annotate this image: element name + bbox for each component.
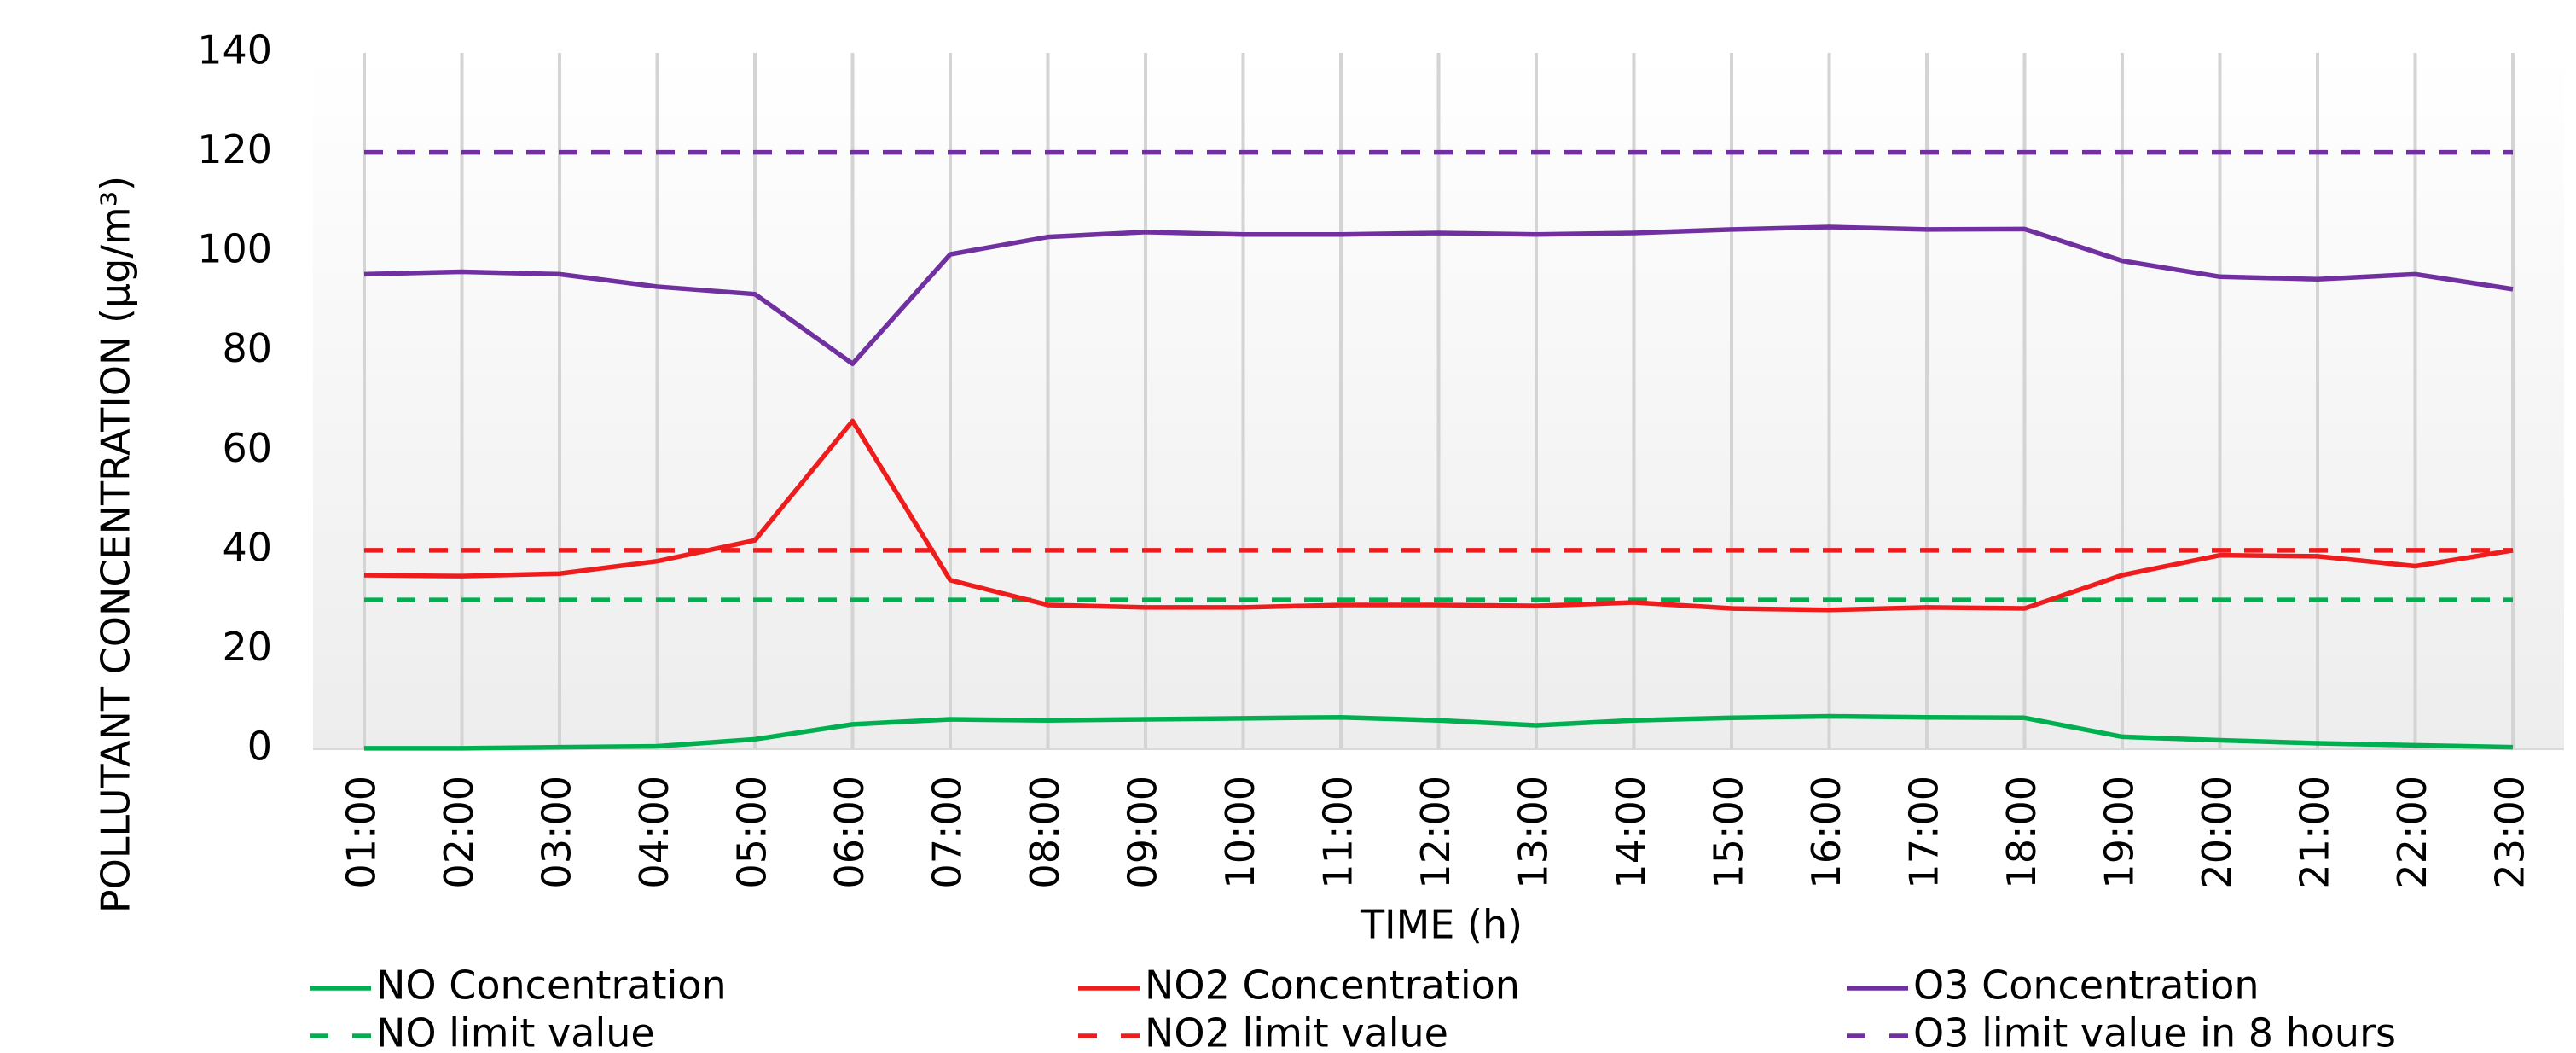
x-tick-label: 05:00: [729, 776, 775, 889]
x-tick-label: 02:00: [436, 776, 482, 889]
x-tick-label: 18:00: [1999, 776, 2045, 889]
x-tick-label: 17:00: [1901, 776, 1947, 889]
x-tick-label: 14:00: [1608, 776, 1654, 889]
x-tick-label: 06:00: [827, 776, 873, 889]
legend-label: O3 limit value in 8 hours: [1913, 1010, 2396, 1053]
legend-label: O3 Concentration: [1913, 963, 2260, 1009]
x-axis-title: TIME (h): [1360, 902, 1523, 948]
x-tick-label: 22:00: [2389, 776, 2435, 889]
y-tick-label: 0: [247, 724, 272, 770]
x-tick-label: 11:00: [1315, 776, 1361, 889]
x-tick-label: 08:00: [1022, 776, 1068, 889]
x-tick-label: 01:00: [339, 776, 385, 889]
legend-label: NO Concentration: [376, 963, 727, 1009]
y-tick-label: 100: [197, 226, 272, 272]
x-tick-label: 23:00: [2487, 776, 2533, 889]
y-tick-label: 60: [222, 425, 272, 471]
y-axis-title: POLLUTANT CONCENTRATION (μg/m³): [93, 176, 139, 913]
y-tick-label: 120: [197, 126, 272, 172]
series-line: [363, 418, 2514, 613]
y-tick-label: 140: [197, 27, 272, 73]
x-tick-label: 07:00: [925, 776, 971, 889]
legend-label: NO limit value: [376, 1010, 655, 1053]
x-tick-label: 12:00: [1413, 776, 1459, 889]
x-tick-label: 19:00: [2097, 776, 2143, 889]
series-line: [364, 713, 2514, 751]
legend-label: NO2 limit value: [1145, 1010, 1448, 1053]
y-tick-label: 20: [222, 624, 272, 670]
x-tick-label: 03:00: [534, 776, 580, 889]
y-tick-label: 80: [222, 325, 272, 371]
series-line: [363, 224, 2514, 367]
y-tick-label: 40: [222, 524, 272, 570]
x-tick-label: 20:00: [2194, 776, 2240, 889]
x-tick-label: 13:00: [1511, 776, 1557, 889]
x-tick-label: 15:00: [1706, 776, 1752, 889]
x-tick-label: 04:00: [631, 776, 677, 889]
x-tick-label: 16:00: [1803, 776, 1849, 889]
x-tick-label: 09:00: [1120, 776, 1166, 889]
x-tick-label: 10:00: [1217, 776, 1263, 889]
x-tick-label: 21:00: [2292, 776, 2338, 889]
legend-label: NO2 Concentration: [1145, 963, 1520, 1009]
